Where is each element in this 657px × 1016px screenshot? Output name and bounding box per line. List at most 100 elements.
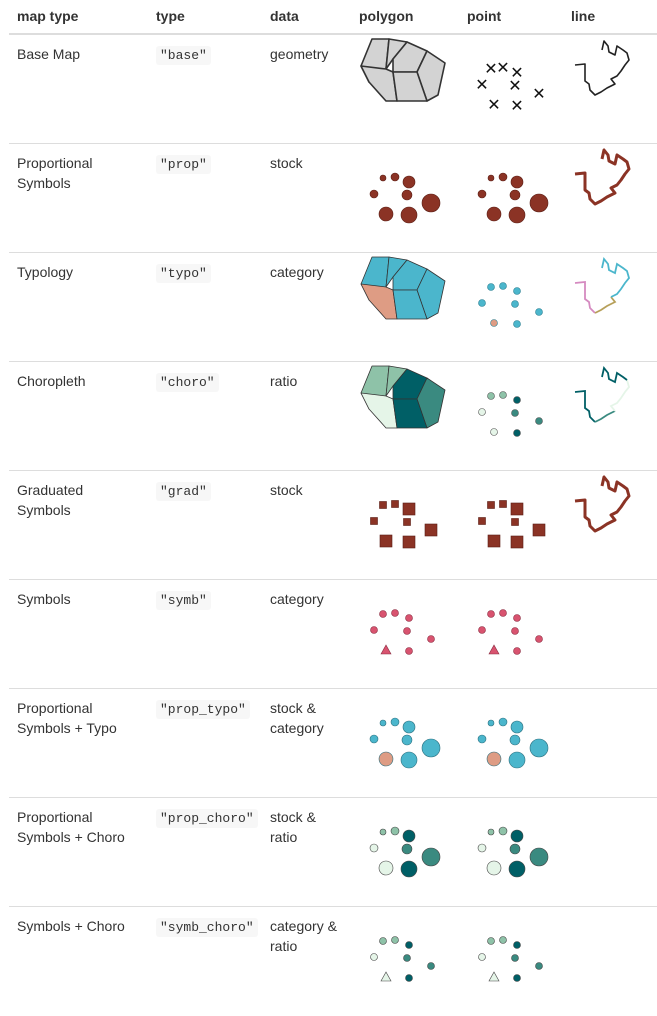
type-cell: "grad" bbox=[148, 470, 262, 580]
typo-point bbox=[490, 319, 498, 327]
prop-symbol bbox=[390, 172, 400, 182]
typo-point bbox=[513, 287, 521, 295]
table-row: Symbols "symb" category bbox=[9, 579, 657, 689]
point-cell bbox=[459, 470, 563, 580]
line-cell bbox=[563, 470, 657, 580]
type-cell: "symb" bbox=[148, 579, 262, 689]
cross-mark: ✕ bbox=[484, 59, 497, 78]
line-cell bbox=[563, 906, 657, 1016]
point-symb-icon bbox=[478, 609, 543, 655]
cross-mark: ✕ bbox=[475, 75, 488, 94]
prop-symbol bbox=[401, 189, 413, 201]
line-choro-icon bbox=[574, 365, 630, 423]
symb-choro-circle bbox=[379, 937, 387, 945]
polygon-unit bbox=[416, 377, 446, 429]
prop-typo-symbol bbox=[369, 734, 379, 744]
point-cell bbox=[459, 688, 563, 798]
table-row: Proportional Symbols + Choro "prop_choro"… bbox=[9, 797, 657, 907]
data-cell: stock & ratio bbox=[262, 797, 351, 907]
symb-choro-circle bbox=[513, 974, 521, 982]
cross-mark: ✕ bbox=[532, 84, 545, 103]
symb-choro-circle bbox=[391, 936, 399, 944]
type-code: "typo" bbox=[156, 264, 211, 283]
line-path-dark bbox=[574, 390, 596, 423]
typo-point bbox=[487, 283, 495, 291]
point-prop-icon bbox=[477, 172, 549, 224]
polygon-cell bbox=[351, 797, 459, 907]
prop-typo-symbol bbox=[510, 720, 524, 734]
prop-choro-symbol bbox=[510, 829, 524, 843]
prop-choro-symbol bbox=[390, 826, 400, 836]
symb-triangle bbox=[488, 644, 500, 655]
table-header-row: map type type data polygon point line bbox=[9, 0, 657, 35]
symb-triangle bbox=[380, 644, 392, 655]
prop-symbol bbox=[421, 193, 441, 213]
prop-typo-symbol bbox=[509, 734, 521, 746]
line-path-pale bbox=[609, 379, 630, 412]
point-grad-icon bbox=[478, 500, 546, 549]
typo-point bbox=[511, 300, 519, 308]
cross-mark: ✕ bbox=[496, 58, 509, 77]
header-polygon: polygon bbox=[351, 0, 459, 35]
symb-circle bbox=[370, 626, 378, 634]
prop-choro-symbol bbox=[509, 843, 521, 855]
header-type: type bbox=[148, 0, 262, 35]
symb-circle bbox=[427, 635, 435, 643]
line-cell bbox=[563, 688, 657, 798]
data-cell: stock bbox=[262, 143, 351, 253]
prop-choro-symbol bbox=[369, 843, 379, 853]
map-type-cell: Symbols + Choro bbox=[9, 906, 148, 1016]
line-cell bbox=[563, 252, 657, 362]
line-path bbox=[574, 40, 630, 96]
polygon-cell bbox=[351, 579, 459, 689]
line-path-blue bbox=[601, 256, 630, 298]
symb-choro-circle bbox=[511, 954, 519, 962]
prop-choro-symbol bbox=[421, 847, 441, 867]
cross-mark: ✕ bbox=[510, 63, 523, 82]
symb-circle bbox=[405, 647, 413, 655]
polygon-unit bbox=[360, 392, 398, 429]
map-type-cell: Proportional Symbols bbox=[9, 143, 148, 253]
table-row: Graduated Symbols "grad" stock bbox=[9, 470, 657, 580]
symb-choro-circle bbox=[427, 962, 435, 970]
prop-typo-symbol bbox=[402, 720, 416, 734]
typo-point bbox=[513, 320, 521, 328]
line-base-icon bbox=[574, 40, 630, 96]
point-prop_typo-icon bbox=[477, 717, 549, 769]
prop-symbol bbox=[508, 206, 526, 224]
symb-choro-triangle bbox=[380, 971, 392, 982]
prop-symbol bbox=[379, 174, 387, 182]
polygon-unit bbox=[392, 398, 428, 429]
line-cell bbox=[563, 143, 657, 253]
polygon-unit bbox=[392, 289, 428, 320]
header-data: data bbox=[262, 0, 351, 35]
prop-symbol bbox=[369, 189, 379, 199]
map-type-cell: Graduated Symbols bbox=[9, 470, 148, 580]
polygon-prop-icon bbox=[369, 172, 441, 224]
prop-symbol bbox=[529, 193, 549, 213]
choro-point bbox=[511, 409, 519, 417]
polygon-unit bbox=[360, 65, 398, 102]
symb-circle bbox=[511, 627, 519, 635]
point-cell: ✕ ✕ ✕ ✕ ✕ ✕ ✕ ✕ bbox=[459, 34, 563, 144]
table-row: Choropleth "choro" ratio bbox=[9, 361, 657, 471]
point-cell bbox=[459, 906, 563, 1016]
polygon-prop_typo-icon bbox=[369, 717, 441, 769]
data-cell: stock bbox=[262, 470, 351, 580]
grad-symbol bbox=[510, 502, 524, 516]
prop-typo-symbol bbox=[486, 751, 502, 767]
choro-point bbox=[513, 396, 521, 404]
grad-symbol bbox=[424, 523, 438, 537]
grad-symbol bbox=[487, 534, 501, 548]
table-row: Proportional Symbols + Typo "prop_typo" st… bbox=[9, 688, 657, 798]
line-path-thin bbox=[603, 149, 616, 165]
prop-typo-symbol bbox=[378, 751, 394, 767]
point-cell bbox=[459, 252, 563, 362]
symb-choro-circle bbox=[405, 974, 413, 982]
choro-point bbox=[513, 429, 521, 437]
map-type-cell: Choropleth bbox=[9, 361, 148, 471]
prop-typo-symbol bbox=[379, 719, 387, 727]
polygon-cell bbox=[351, 34, 459, 144]
point-base-icon: ✕✕ ✕✕ ✕✕ ✕✕ bbox=[475, 58, 545, 115]
symb-circle bbox=[535, 635, 543, 643]
